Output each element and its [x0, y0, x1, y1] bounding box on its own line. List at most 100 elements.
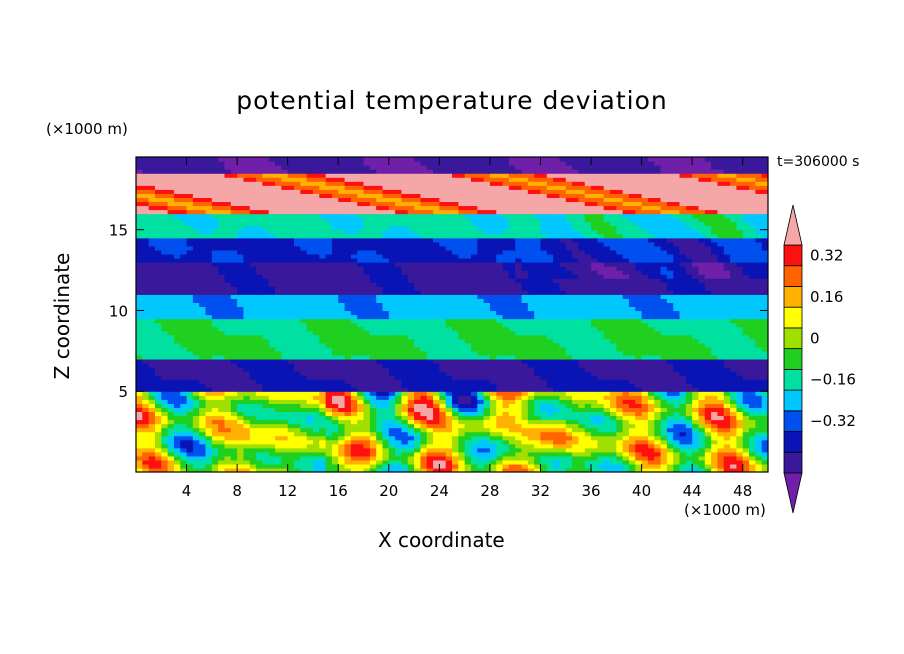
- heatmap-cell: [237, 459, 245, 465]
- heatmap-cell: [679, 326, 687, 332]
- heatmap-cell: [154, 282, 162, 287]
- heatmap-cell: [666, 334, 674, 340]
- heatmap-cell: [515, 354, 523, 360]
- heatmap-cell: [249, 419, 257, 425]
- heatmap-cell: [508, 399, 516, 404]
- heatmap-cell: [401, 367, 409, 372]
- heatmap-cell: [268, 314, 276, 320]
- heatmap-cell: [338, 362, 346, 368]
- heatmap-cell: [243, 346, 251, 352]
- heatmap-cell: [572, 278, 579, 283]
- heatmap-cell: [331, 342, 339, 348]
- heatmap-cell: [357, 358, 365, 364]
- heatmap-cell: [192, 371, 200, 376]
- heatmap-cell: [306, 310, 314, 316]
- heatmap-cell: [338, 306, 346, 312]
- heatmap-cell: [673, 278, 681, 283]
- heatmap-cell: [673, 346, 681, 352]
- heatmap-cell: [477, 354, 485, 360]
- heatmap-cell: [338, 447, 346, 453]
- heatmap-cell: [521, 415, 529, 421]
- heatmap-cell: [363, 459, 371, 465]
- heatmap-cell: [369, 387, 377, 392]
- heatmap-cell: [136, 403, 143, 408]
- heatmap-cell: [382, 274, 390, 279]
- heatmap-cell: [142, 391, 150, 396]
- heatmap-cell: [319, 362, 327, 368]
- heatmap-cell: [167, 379, 175, 384]
- heatmap-cell: [186, 350, 194, 356]
- heatmap-cell: [186, 334, 194, 340]
- heatmap-cell: [666, 467, 674, 472]
- heatmap-cell: [534, 338, 542, 344]
- heatmap-cell: [376, 318, 384, 324]
- heatmap-cell: [268, 334, 276, 340]
- heatmap-cell: [654, 362, 662, 368]
- heatmap-cell: [388, 350, 396, 356]
- heatmap-cell: [673, 286, 681, 291]
- heatmap-cell: [142, 354, 150, 360]
- heatmap-cell: [275, 322, 282, 328]
- heatmap-cell: [622, 354, 630, 360]
- heatmap-cell: [331, 354, 339, 360]
- heatmap-cell: [572, 455, 579, 461]
- heatmap-cell: [622, 358, 630, 364]
- heatmap-cell: [458, 415, 466, 421]
- heatmap-cell: [647, 443, 655, 449]
- heatmap-cell: [268, 350, 276, 356]
- heatmap-cell: [142, 387, 150, 392]
- heatmap-cell: [565, 375, 573, 380]
- heatmap-cell: [211, 403, 219, 408]
- heatmap-cell: [363, 391, 371, 396]
- heatmap-cell: [312, 362, 320, 368]
- heatmap-cell: [294, 310, 301, 316]
- heatmap-cell: [256, 407, 263, 413]
- heatmap-cell: [761, 439, 768, 445]
- heatmap-cell: [515, 330, 523, 336]
- heatmap-cell: [685, 306, 693, 312]
- heatmap-cell: [262, 419, 270, 425]
- heatmap-cell: [641, 358, 649, 364]
- heatmap-cell: [559, 334, 567, 340]
- heatmap-cell: [401, 358, 409, 364]
- heatmap-cell: [357, 298, 365, 303]
- x-axis-unit: (×1000 m): [684, 501, 766, 519]
- heatmap-cell: [755, 322, 763, 328]
- heatmap-cell: [685, 298, 693, 303]
- heatmap-cell: [256, 330, 263, 336]
- heatmap-cell: [496, 278, 504, 283]
- heatmap-cell: [717, 290, 725, 295]
- heatmap-cell: [610, 451, 617, 457]
- heatmap-cell: [464, 403, 472, 408]
- heatmap-cell: [515, 383, 523, 388]
- heatmap-cell: [717, 443, 725, 449]
- heatmap-cell: [616, 435, 624, 441]
- heatmap-cell: [553, 274, 561, 279]
- heatmap-cell: [654, 326, 662, 332]
- heatmap-cell: [572, 463, 579, 469]
- heatmap-cell: [477, 459, 485, 465]
- heatmap-cell: [249, 407, 257, 413]
- heatmap-cell: [243, 367, 251, 372]
- heatmap-cell: [256, 387, 263, 392]
- heatmap-cell: [698, 387, 706, 392]
- heatmap-cell: [452, 399, 459, 404]
- heatmap-cell: [338, 427, 346, 433]
- heatmap-cell: [527, 387, 535, 392]
- heatmap-cell: [723, 447, 731, 453]
- heatmap-cell: [186, 467, 194, 472]
- heatmap-cell: [515, 322, 523, 328]
- heatmap-cell: [534, 326, 542, 332]
- heatmap-cell: [565, 411, 573, 417]
- heatmap-cell: [154, 439, 162, 445]
- heatmap-cell: [584, 346, 592, 352]
- heatmap-cell: [388, 294, 396, 299]
- heatmap-cell: [237, 354, 245, 360]
- heatmap-cell: [237, 278, 245, 283]
- heatmap-cell: [401, 395, 409, 400]
- heatmap-cell: [736, 419, 744, 425]
- heatmap-cell: [357, 443, 365, 449]
- heatmap-cell: [489, 391, 497, 396]
- heatmap-cell: [148, 334, 156, 340]
- heatmap-cell: [268, 342, 276, 348]
